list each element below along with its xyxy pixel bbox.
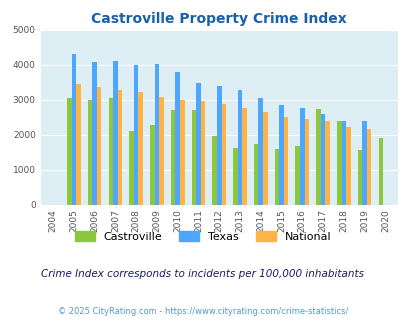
Bar: [232, 148, 237, 205]
Bar: [345, 127, 350, 205]
Bar: [87, 100, 92, 205]
Bar: [357, 150, 362, 205]
Bar: [67, 98, 71, 205]
Bar: [279, 105, 283, 205]
Bar: [366, 129, 371, 205]
Bar: [283, 117, 288, 205]
Text: © 2025 CityRating.com - https://www.cityrating.com/crime-statistics/: © 2025 CityRating.com - https://www.city…: [58, 307, 347, 315]
Bar: [171, 110, 175, 205]
Bar: [159, 97, 163, 205]
Bar: [92, 62, 97, 205]
Bar: [295, 146, 299, 205]
Bar: [324, 121, 329, 205]
Bar: [320, 115, 324, 205]
Bar: [253, 145, 258, 205]
Bar: [258, 98, 262, 205]
Bar: [221, 104, 226, 205]
Bar: [304, 118, 309, 205]
Bar: [117, 90, 122, 205]
Bar: [274, 149, 279, 205]
Bar: [113, 61, 117, 205]
Bar: [242, 108, 246, 205]
Bar: [262, 112, 267, 205]
Bar: [175, 72, 179, 205]
Bar: [196, 82, 200, 205]
Bar: [134, 65, 138, 205]
Bar: [129, 131, 134, 205]
Bar: [154, 64, 159, 205]
Bar: [315, 109, 320, 205]
Legend: Castroville, Texas, National: Castroville, Texas, National: [70, 227, 335, 246]
Bar: [191, 110, 196, 205]
Bar: [97, 87, 101, 205]
Bar: [212, 136, 216, 205]
Text: Crime Index corresponds to incidents per 100,000 inhabitants: Crime Index corresponds to incidents per…: [41, 269, 364, 279]
Bar: [76, 84, 81, 205]
Bar: [341, 121, 345, 205]
Bar: [150, 125, 154, 205]
Bar: [179, 100, 184, 205]
Bar: [108, 98, 113, 205]
Bar: [237, 90, 242, 205]
Bar: [71, 54, 76, 205]
Bar: [138, 92, 143, 205]
Bar: [299, 108, 304, 205]
Bar: [216, 86, 221, 205]
Title: Castroville Property Crime Index: Castroville Property Crime Index: [91, 12, 346, 26]
Bar: [377, 138, 382, 205]
Bar: [200, 101, 205, 205]
Bar: [336, 121, 341, 205]
Bar: [362, 121, 366, 205]
